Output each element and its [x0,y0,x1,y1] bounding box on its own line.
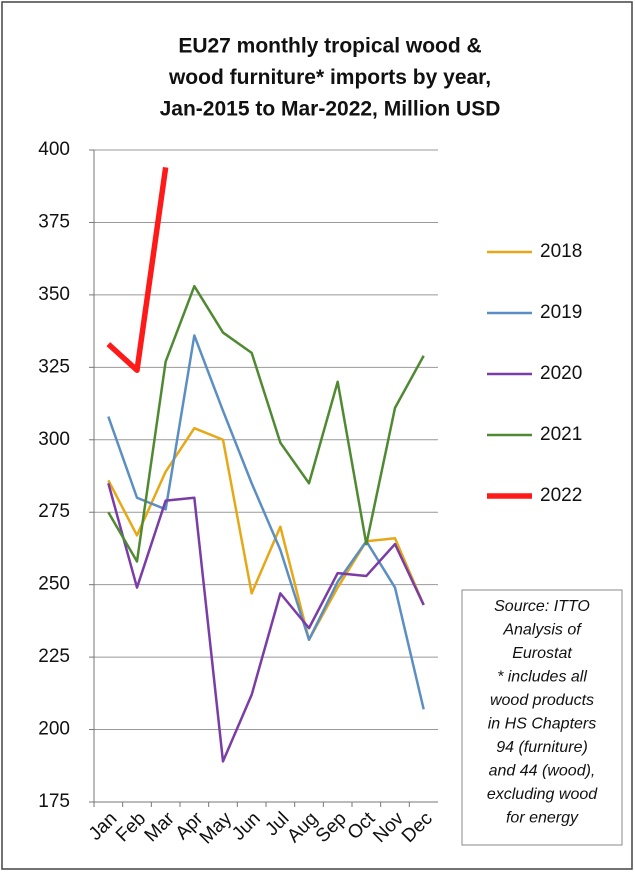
legend-label: 2021 [540,424,582,445]
y-tick-label: 350 [38,284,70,305]
legend-label: 2020 [540,363,582,384]
series-line [107,482,425,763]
chart-title: Jan-2015 to Mar-2022, Million USD [160,98,501,121]
chart-title: EU27 monthly tropical wood & [178,35,481,58]
y-tick-label: 300 [38,429,70,450]
series-line [106,167,169,373]
annotation: 94 (furniture) [496,739,588,756]
series-line [107,334,425,710]
annotation: for energy [506,810,579,827]
y-tick-label: 275 [38,501,70,522]
y-tick-label: 250 [38,574,70,595]
y-tick-label: 175 [38,791,70,812]
legend-label: 2019 [540,302,582,323]
series-line [107,426,425,641]
y-tick-label: 400 [38,139,70,160]
annotation: Source: ITTO [494,598,590,615]
annotation: * includes all [497,669,587,686]
annotation: excluding wood [487,786,598,803]
annotation: and 44 (wood), [489,763,596,780]
legend-label: 2022 [540,485,582,506]
annotation: Eurostat [512,645,572,662]
y-tick-label: 225 [38,646,70,667]
series-line [107,284,425,563]
annotation: in HS Chapters [488,716,597,733]
legend-label: 2018 [540,241,582,262]
chart-title: wood furniture* imports by year, [168,66,491,89]
annotation: Analysis of [502,622,582,639]
annotation: wood products [490,692,594,709]
y-tick-label: 375 [38,211,70,232]
annotation-box [461,589,623,846]
y-tick-label: 200 [38,719,70,740]
y-tick-label: 325 [38,356,70,377]
